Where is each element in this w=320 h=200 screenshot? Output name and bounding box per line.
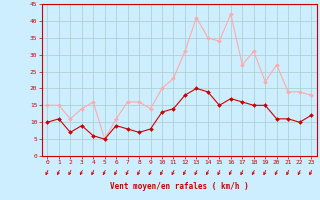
X-axis label: Vent moyen/en rafales ( km/h ): Vent moyen/en rafales ( km/h ): [110, 182, 249, 191]
